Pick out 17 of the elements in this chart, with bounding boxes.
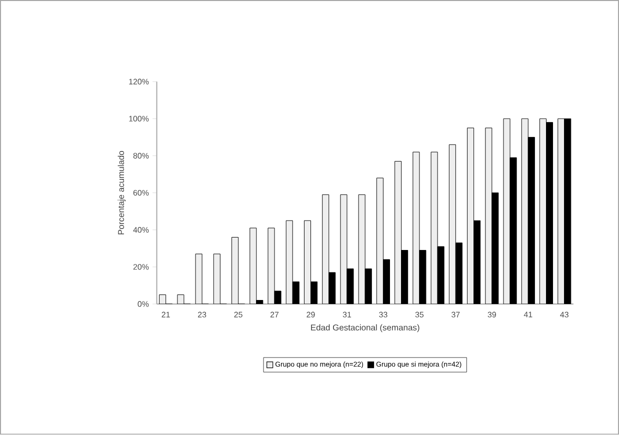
bar — [322, 194, 330, 304]
bar — [358, 194, 366, 304]
bar — [376, 178, 384, 304]
bar — [250, 228, 257, 304]
y-axis-title: Porcentaje acumulado — [118, 151, 126, 234]
bar — [521, 118, 528, 304]
bar — [286, 220, 293, 304]
bar — [304, 220, 311, 304]
bar — [539, 118, 547, 304]
bar — [394, 161, 402, 304]
bar — [232, 237, 239, 304]
bar — [448, 144, 456, 304]
bar — [558, 118, 565, 304]
bar — [467, 128, 474, 304]
bar — [485, 128, 492, 304]
x-axis-title: Edad Gestacional (semanas) — [311, 324, 420, 332]
bar — [213, 254, 220, 304]
